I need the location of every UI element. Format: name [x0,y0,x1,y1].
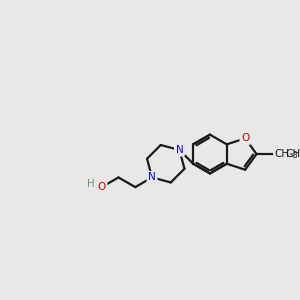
Text: CH₃: CH₃ [275,149,294,159]
Text: O: O [241,134,249,143]
Text: CH: CH [285,149,300,159]
Text: N: N [176,145,183,155]
Text: N: N [148,172,156,182]
Text: O: O [98,182,106,192]
Text: H: H [87,179,95,189]
Text: 3: 3 [293,152,298,160]
